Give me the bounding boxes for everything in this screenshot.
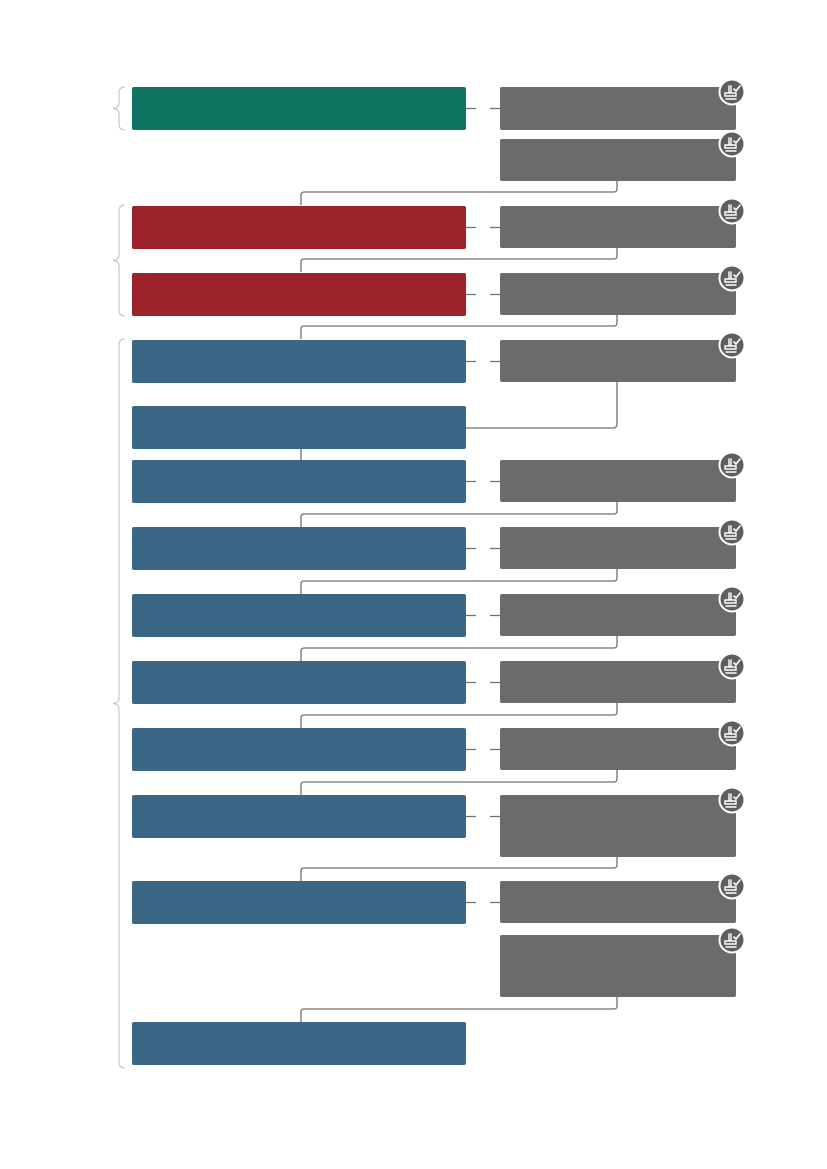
- step-box: [132, 795, 466, 838]
- icon-circle: [718, 78, 746, 106]
- task-box: [500, 460, 736, 502]
- icon-circle: [718, 130, 746, 158]
- connector: [300, 315, 618, 339]
- icon-glyph: [724, 879, 737, 894]
- task-box: [500, 206, 736, 248]
- icon-glyph: [724, 793, 737, 808]
- connector: [300, 248, 618, 272]
- step-box: [132, 661, 466, 704]
- icon-glyph: [724, 204, 737, 219]
- icon-check: [733, 879, 741, 887]
- task-box: [500, 87, 736, 130]
- task-box: [500, 795, 736, 857]
- icon-circle: [718, 197, 746, 225]
- icon-glyph: [724, 659, 737, 674]
- task-box: [500, 935, 736, 997]
- step-box: [132, 340, 466, 383]
- icon-glyph: [724, 726, 737, 741]
- icon-check: [733, 659, 741, 667]
- brace: [112, 204, 126, 317]
- step-box: [132, 460, 466, 503]
- icon-glyph: [724, 137, 737, 152]
- stamp-icon: [718, 719, 746, 747]
- icon-check: [733, 271, 741, 279]
- stamp-icon: [718, 585, 746, 613]
- connector: [300, 857, 618, 881]
- step-box: [132, 728, 466, 771]
- stamp-icon: [718, 451, 746, 479]
- task-box: [500, 728, 736, 770]
- icon-check: [733, 458, 741, 466]
- task-box: [500, 340, 736, 382]
- brace: [112, 338, 126, 1069]
- task-box: [500, 881, 736, 923]
- task-box: [500, 661, 736, 703]
- stamp-icon: [718, 331, 746, 359]
- step-box: [132, 206, 466, 249]
- icon-check: [733, 592, 741, 600]
- connector: [300, 636, 618, 661]
- icon-check: [733, 726, 741, 734]
- step-box: [132, 406, 466, 449]
- brace: [112, 86, 126, 131]
- icon-glyph: [724, 271, 737, 286]
- icon-glyph: [724, 933, 737, 948]
- icon-check: [733, 204, 741, 212]
- connector: [466, 382, 618, 429]
- stamp-icon: [718, 652, 746, 680]
- step-box: [132, 881, 466, 924]
- step-box: [132, 87, 466, 130]
- icon-circle: [718, 926, 746, 954]
- connector: [300, 181, 618, 205]
- step-box: [132, 594, 466, 637]
- task-box: [500, 273, 736, 315]
- connector: [300, 997, 618, 1022]
- icon-check: [733, 137, 741, 145]
- stamp-icon: [718, 197, 746, 225]
- icon-glyph: [724, 525, 737, 540]
- icon-glyph: [724, 338, 737, 353]
- icon-check: [733, 933, 741, 941]
- icon-check: [733, 338, 741, 346]
- task-box: [500, 527, 736, 569]
- stamp-icon: [718, 872, 746, 900]
- icon-circle: [718, 786, 746, 814]
- icon-circle: [718, 872, 746, 900]
- icon-check: [733, 85, 741, 93]
- step-box: [132, 273, 466, 316]
- icon-circle: [718, 264, 746, 292]
- step-box: [132, 527, 466, 570]
- icon-circle: [718, 451, 746, 479]
- connector: [300, 569, 618, 594]
- connector: [300, 770, 618, 795]
- connector: [300, 502, 618, 527]
- stamp-icon: [718, 926, 746, 954]
- task-box: [500, 594, 736, 636]
- stamp-icon: [718, 786, 746, 814]
- connector: [300, 703, 618, 728]
- icon-check: [733, 793, 741, 801]
- icon-circle: [718, 331, 746, 359]
- icon-circle: [718, 719, 746, 747]
- icon-circle: [718, 652, 746, 680]
- stamp-icon: [718, 264, 746, 292]
- icon-check: [733, 525, 741, 533]
- stamp-icon: [718, 518, 746, 546]
- icon-glyph: [724, 85, 737, 100]
- icon-glyph: [724, 458, 737, 473]
- icon-glyph: [724, 592, 737, 607]
- step-box: [132, 1022, 466, 1065]
- icon-circle: [718, 518, 746, 546]
- stamp-icon: [718, 78, 746, 106]
- task-box: [500, 139, 736, 181]
- stamp-icon: [718, 130, 746, 158]
- icon-circle: [718, 585, 746, 613]
